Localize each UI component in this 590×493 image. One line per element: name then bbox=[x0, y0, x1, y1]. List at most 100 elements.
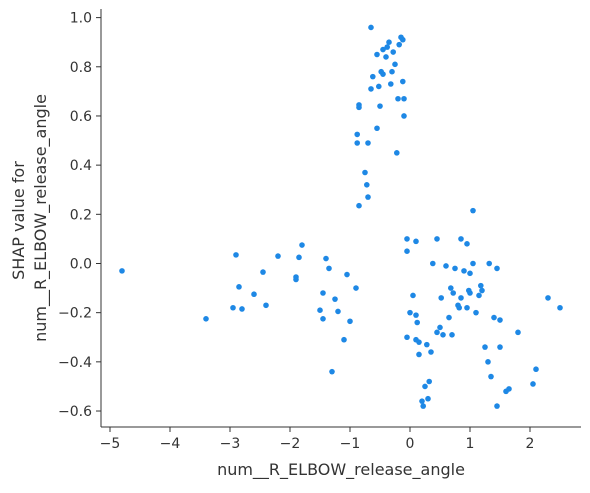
y-axis-label-line-2: num__R_ELBOW_release_angle bbox=[31, 94, 51, 342]
data-point bbox=[482, 344, 488, 350]
y-tick-label: −0.6 bbox=[58, 404, 92, 420]
data-point bbox=[356, 102, 362, 108]
data-point bbox=[461, 268, 467, 274]
data-point bbox=[456, 305, 462, 311]
data-point bbox=[458, 295, 464, 301]
data-point bbox=[394, 150, 400, 156]
data-point bbox=[230, 305, 236, 311]
data-point bbox=[425, 396, 431, 402]
data-point bbox=[416, 352, 422, 358]
data-point bbox=[332, 296, 338, 302]
data-point bbox=[414, 320, 420, 326]
data-point bbox=[365, 140, 371, 146]
data-point bbox=[419, 398, 425, 404]
data-point bbox=[494, 403, 500, 409]
x-tick-label: −2 bbox=[280, 436, 301, 452]
data-point bbox=[395, 96, 401, 102]
data-point bbox=[384, 44, 390, 50]
y-tick-label: −0.4 bbox=[58, 355, 92, 371]
data-point bbox=[119, 268, 125, 274]
x-tick-label: 0 bbox=[406, 436, 415, 452]
x-tick-label: 2 bbox=[526, 436, 535, 452]
data-point bbox=[497, 344, 503, 350]
data-point bbox=[354, 140, 360, 146]
data-point bbox=[390, 49, 396, 55]
data-point bbox=[400, 79, 406, 85]
data-point bbox=[434, 236, 440, 242]
data-point bbox=[376, 84, 382, 90]
data-point bbox=[488, 374, 494, 380]
data-point bbox=[335, 309, 341, 315]
data-point bbox=[440, 332, 446, 338]
data-point bbox=[299, 242, 305, 248]
data-point bbox=[434, 330, 440, 336]
data-point bbox=[486, 261, 492, 267]
data-point bbox=[448, 285, 454, 291]
data-point bbox=[479, 288, 485, 294]
data-point bbox=[426, 379, 432, 385]
data-point bbox=[467, 271, 473, 277]
data-point bbox=[545, 295, 551, 301]
data-point bbox=[392, 62, 398, 68]
data-point bbox=[485, 359, 491, 365]
data-point bbox=[388, 81, 394, 87]
data-point bbox=[374, 125, 380, 131]
data-point bbox=[263, 302, 269, 308]
data-point bbox=[386, 39, 392, 45]
data-point bbox=[422, 384, 428, 390]
data-point bbox=[347, 318, 353, 324]
data-point bbox=[410, 293, 416, 299]
data-point bbox=[400, 37, 406, 43]
data-point bbox=[464, 241, 470, 247]
data-point bbox=[416, 339, 422, 345]
data-point bbox=[320, 290, 326, 296]
data-point bbox=[443, 263, 449, 269]
data-point bbox=[364, 182, 370, 188]
data-point bbox=[203, 316, 209, 322]
data-point bbox=[467, 290, 473, 296]
data-point bbox=[396, 42, 402, 48]
x-tick-label: −4 bbox=[160, 436, 181, 452]
data-point bbox=[404, 248, 410, 254]
data-point bbox=[413, 239, 419, 245]
data-point bbox=[389, 69, 395, 75]
data-point bbox=[450, 290, 456, 296]
data-point bbox=[365, 194, 371, 200]
data-point bbox=[377, 103, 383, 109]
data-point bbox=[275, 253, 281, 259]
points-layer bbox=[119, 25, 563, 409]
data-point bbox=[413, 312, 419, 318]
y-tick-label: −0.2 bbox=[58, 306, 92, 322]
data-point bbox=[368, 25, 374, 31]
axes-layer bbox=[101, 9, 581, 427]
data-point bbox=[458, 236, 464, 242]
y-tick-label: 1.0 bbox=[70, 11, 92, 27]
data-point bbox=[473, 310, 479, 316]
data-point bbox=[353, 285, 359, 291]
data-point bbox=[407, 310, 413, 316]
data-point bbox=[420, 403, 426, 409]
data-point bbox=[497, 317, 503, 323]
data-point bbox=[424, 342, 430, 348]
ticks-layer: −5 −4 −3 −2 −1 0 1 2−0.6−0.4−0.20.00.20.40.60.8… bbox=[58, 11, 534, 452]
data-point bbox=[401, 113, 407, 119]
x-tick-label: 1 bbox=[466, 436, 475, 452]
data-point bbox=[494, 266, 500, 272]
data-point bbox=[260, 269, 266, 275]
y-tick-label: 0.0 bbox=[70, 256, 92, 272]
data-point bbox=[437, 325, 443, 331]
data-point bbox=[530, 381, 536, 387]
y-axis-label: SHAP value for num__R_ELBOW_release_angl… bbox=[9, 94, 51, 342]
y-tick-label: 0.4 bbox=[70, 158, 92, 174]
x-tick-label: −1 bbox=[340, 436, 361, 452]
y-axis-label-line-1: SHAP value for bbox=[9, 161, 28, 280]
data-point bbox=[478, 283, 484, 289]
data-point bbox=[404, 236, 410, 242]
data-point bbox=[452, 266, 458, 272]
data-point bbox=[380, 71, 386, 77]
data-point bbox=[233, 252, 239, 258]
data-point bbox=[251, 291, 257, 297]
data-point bbox=[236, 284, 242, 290]
